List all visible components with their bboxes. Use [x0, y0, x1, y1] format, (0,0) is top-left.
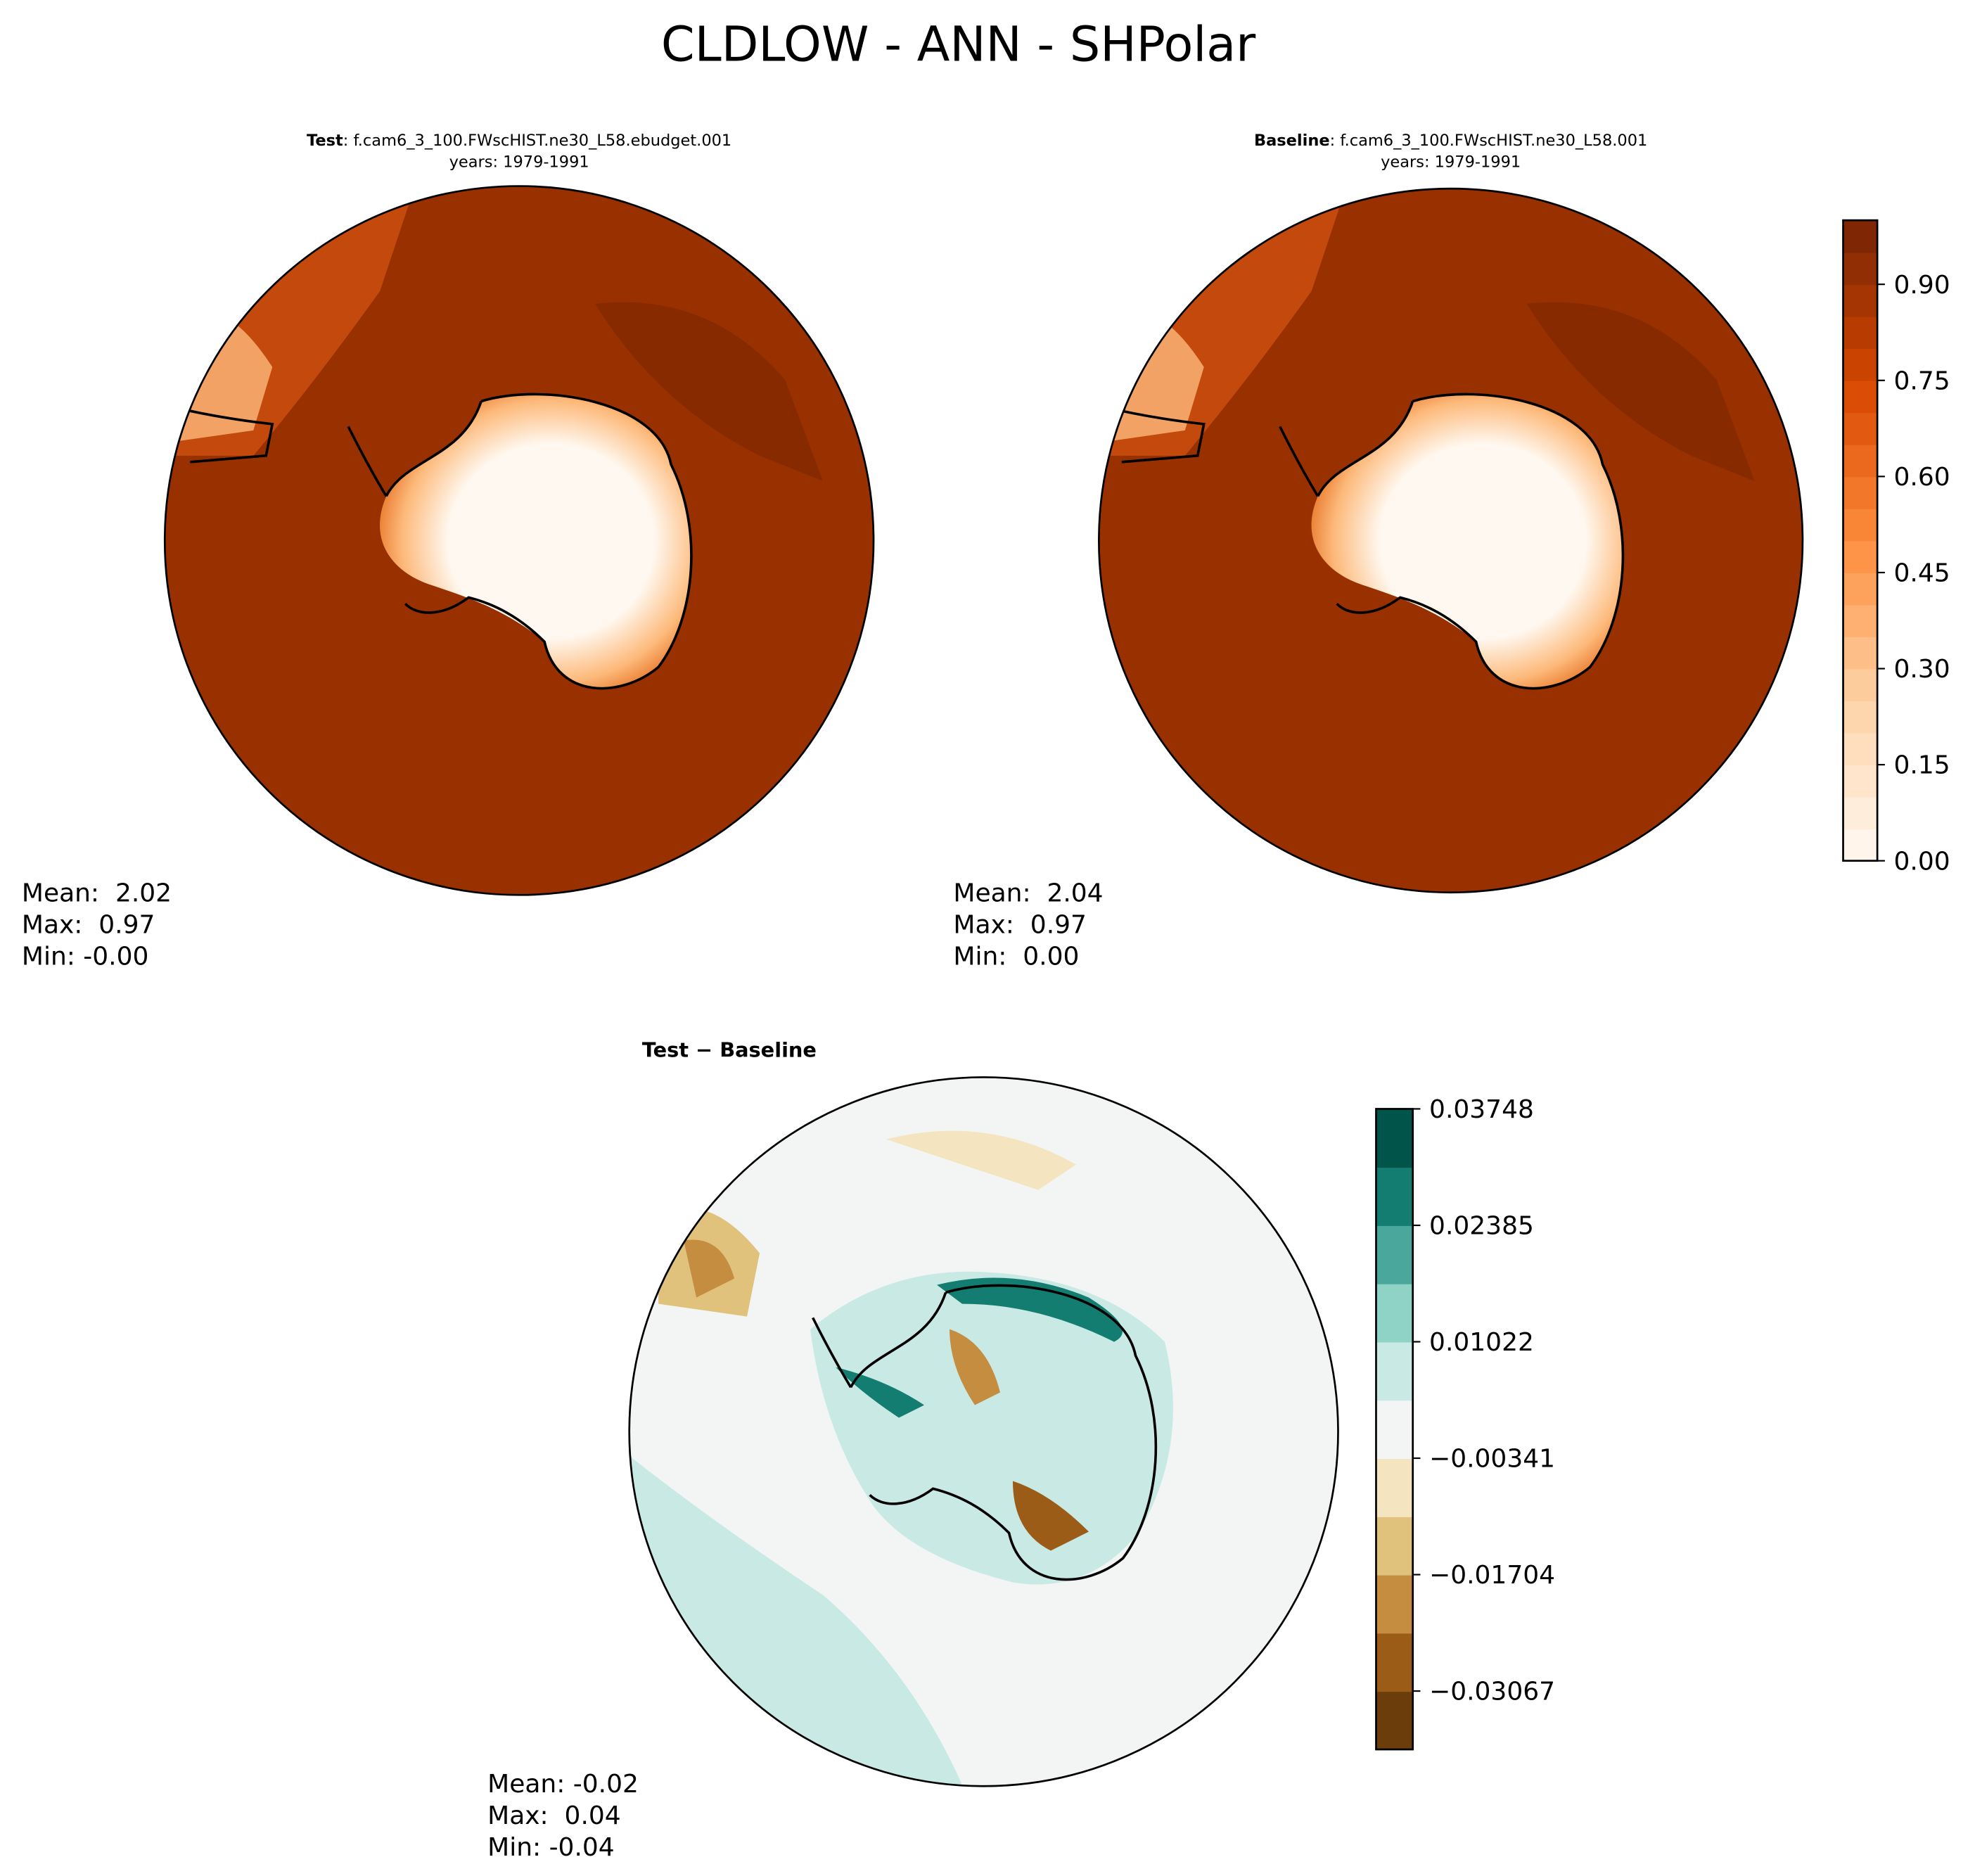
colorbar-band — [1843, 732, 1878, 766]
colorbar-band — [1376, 1400, 1413, 1460]
colorbar-tick-label: 0.15 — [1894, 751, 1950, 780]
panel-years: years: 1979-1991 — [1381, 153, 1521, 172]
stat-line: Max: 0.97 — [953, 910, 1087, 939]
colorbar-band — [1843, 380, 1878, 414]
colorbar-band — [1843, 412, 1878, 445]
stat-line: Max: 0.04 — [487, 1801, 621, 1830]
colorbar-band — [1376, 1458, 1413, 1517]
colorbar-band — [1376, 1283, 1413, 1343]
colorbar-band — [1376, 1516, 1413, 1576]
colorbar-band — [1843, 316, 1878, 350]
colorbar-tick-label: 0.00 — [1894, 847, 1950, 876]
stat-line: Max: 0.97 — [22, 910, 155, 939]
colorbar-band — [1843, 637, 1878, 670]
colorbar-band — [1376, 1167, 1413, 1226]
colorbar-tick-label: 0.02385 — [1429, 1212, 1534, 1241]
colorbar-band — [1376, 1574, 1413, 1634]
panel-title-label: Test — [307, 132, 343, 150]
colorbar-tick-label: 0.90 — [1894, 271, 1950, 300]
colorbar-band — [1843, 701, 1878, 734]
map-frame — [628, 1076, 1339, 1787]
map — [165, 186, 874, 895]
colorbar-band — [1376, 1633, 1413, 1692]
colorbar-tick-label: 0.60 — [1894, 463, 1950, 492]
colorbar-tick-label: −0.00341 — [1429, 1445, 1555, 1474]
colorbar-frame — [1375, 1108, 1414, 1751]
stat-line: Mean: 2.02 — [22, 879, 172, 907]
stat-line: Min: -0.00 — [22, 942, 149, 971]
colorbar-tick-label: 0.45 — [1894, 559, 1950, 588]
panel-title-case: : f.cam6_3_100.FWscHIST.ne30_L58.ebudget… — [343, 132, 731, 150]
colorbar-band — [1376, 1225, 1413, 1284]
colorbar-tick-label: −0.03067 — [1429, 1678, 1555, 1706]
colorbar-band — [1843, 252, 1878, 286]
stat-line: Min: -0.04 — [487, 1833, 615, 1862]
colorbar-band — [1376, 1691, 1413, 1750]
panel-title: Test − Baseline — [642, 1038, 817, 1062]
panel-title-label: Baseline — [1254, 132, 1330, 150]
colorbar-tick-label: 0.75 — [1894, 366, 1950, 395]
map — [629, 1077, 1338, 1787]
colorbar-band — [1843, 220, 1878, 253]
panel-titles: Test: f.cam6_3_100.FWscHIST.ne30_L58.ebu… — [307, 132, 1647, 1062]
colorbar-band — [1843, 508, 1878, 542]
colorbar-band — [1843, 444, 1878, 478]
stat-line: Min: 0.00 — [953, 942, 1079, 971]
figure-title: CLDLOW - ANN - SHPolar — [661, 17, 1256, 72]
panel-title: Test: f.cam6_3_100.FWscHIST.ne30_L58.ebu… — [307, 132, 731, 150]
colorbar-tick-label: 0.01022 — [1429, 1328, 1534, 1357]
colorbar-band — [1843, 348, 1878, 381]
stats: Mean: 2.02 Max: 0.97 Min: -0.00 Mean: 2.04 M… — [22, 879, 1104, 1862]
colorbar-band — [1843, 765, 1878, 798]
panel-title: Baseline: f.cam6_3_100.FWscHIST.ne30_L58… — [1254, 132, 1647, 150]
colorbar-frame — [1842, 219, 1879, 862]
colorbar-band — [1376, 1109, 1413, 1168]
map-frame — [163, 185, 875, 896]
panel-title-case: : f.cam6_3_100.FWscHIST.ne30_L58.001 — [1330, 132, 1648, 150]
colorbar-band — [1843, 284, 1878, 317]
colorbar-tick-label: 0.30 — [1894, 655, 1950, 684]
colorbar-band — [1843, 572, 1878, 606]
colorbars: 0.00 0.15 0.30 0.45 0.60 0.75 0.90 −0.03067 −0.0… — [1375, 219, 1950, 1751]
colorbar-band — [1843, 668, 1878, 701]
colorbar-band — [1376, 1341, 1413, 1401]
colorbar-band — [1843, 796, 1878, 830]
colorbar-band — [1843, 604, 1878, 637]
colorbar-band — [1843, 829, 1878, 862]
colorbar-tick-label: 0.03748 — [1429, 1095, 1534, 1124]
map — [1099, 189, 1803, 893]
colorbar-band — [1843, 540, 1878, 573]
map-frame — [1098, 187, 1804, 894]
colorbar-band — [1843, 476, 1878, 509]
stat-line: Mean: -0.02 — [487, 1770, 639, 1799]
stat-line: Mean: 2.04 — [953, 879, 1103, 907]
colorbar-tick-label: −0.01704 — [1429, 1561, 1555, 1590]
panel-years: years: 1979-1991 — [449, 153, 589, 172]
